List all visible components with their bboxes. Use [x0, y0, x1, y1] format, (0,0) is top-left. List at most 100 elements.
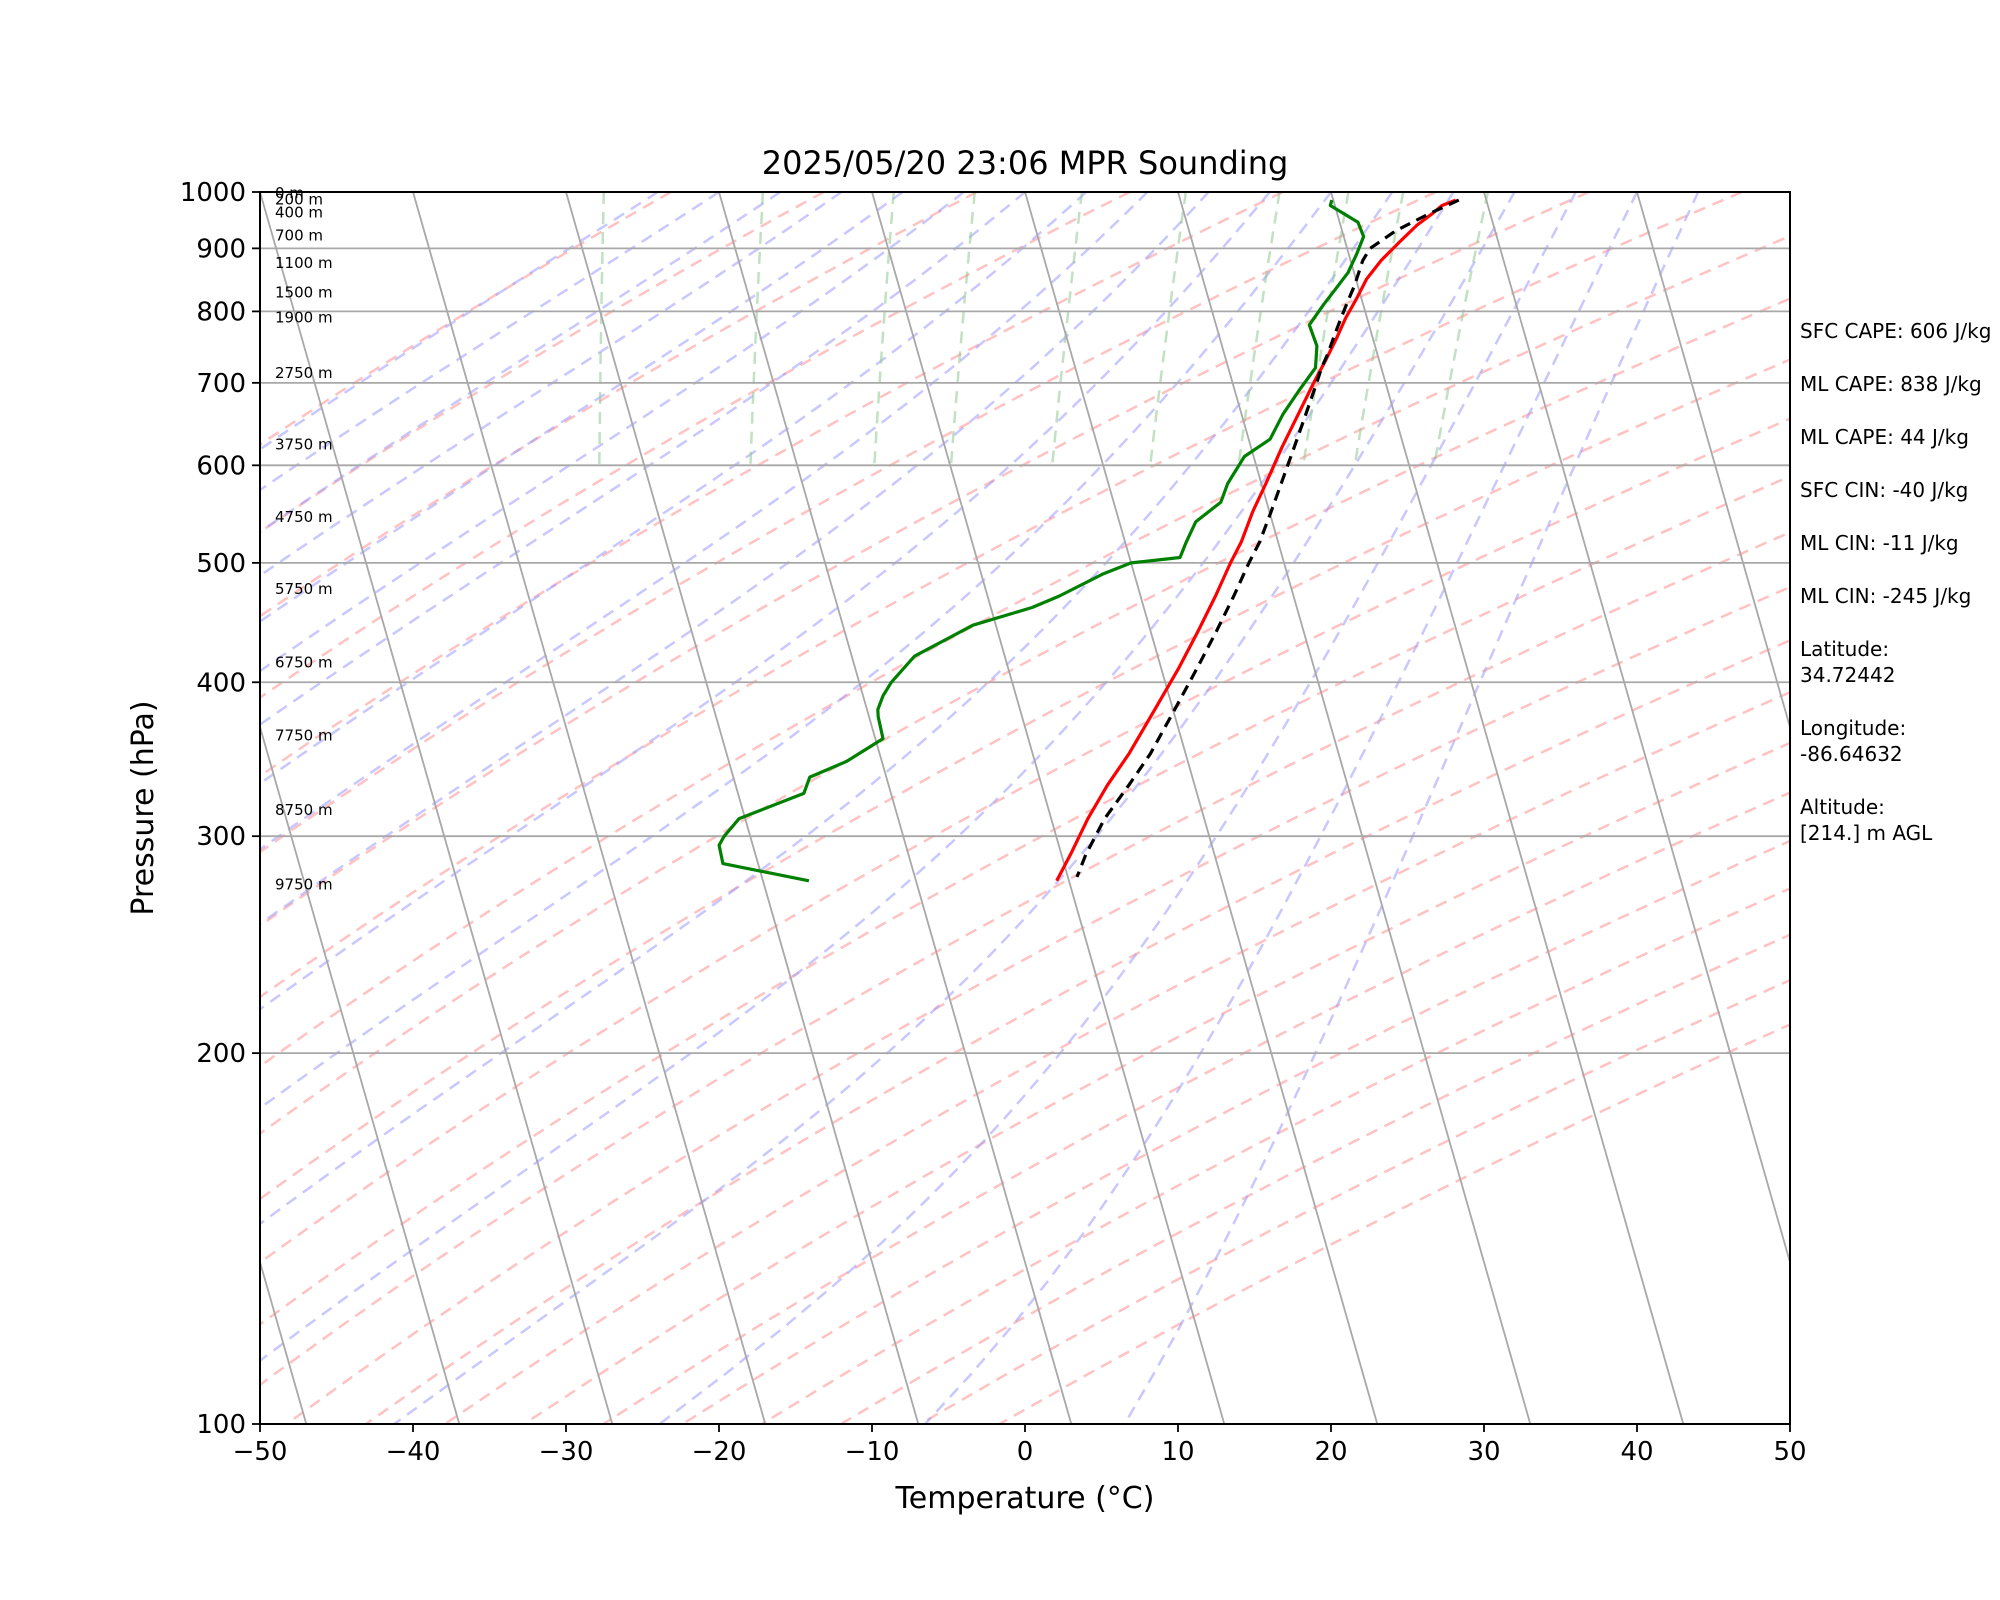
mixing-ratio-line: [749, 192, 765, 466]
x-tick-label: 0: [1017, 1437, 1034, 1467]
moist-adiabat: [260, 192, 904, 624]
moist-adiabat: [260, 192, 1333, 1110]
isotherm: [565, 192, 920, 1424]
height-label: 4750 m: [275, 508, 333, 526]
longitude-block: Longitude: -86.64632: [1800, 715, 2000, 767]
isotherm: [1177, 192, 1532, 1424]
sounding-stats-panel: SFC CAPE: 606 J/kg ML CAPE: 838 J/kg ML …: [1800, 318, 2000, 873]
dry-adiabat: [260, 192, 1743, 999]
stat-sfc-cin: SFC CIN: -40 J/kg: [1800, 478, 1969, 502]
y-tick-label: 900: [196, 234, 246, 264]
dry-adiabat: [260, 192, 1437, 854]
x-axis-ticks: −50 −40 −30 −20 −10 0 10 20 30 40 50: [233, 1424, 1807, 1467]
x-tick-label: −50: [233, 1437, 288, 1467]
dry-adiabat: [260, 192, 672, 447]
stat-ml-cin-2: ML CIN: -245 J/kg: [1800, 584, 1972, 608]
mixing-ratio-line: [1148, 192, 1188, 466]
height-label: 700 m: [275, 226, 323, 244]
moist-adiabat: [260, 192, 843, 578]
stat-ml-cape: ML CAPE: 838 J/kg: [1800, 372, 1982, 396]
height-label: 3750 m: [275, 435, 333, 453]
isotherm: [412, 192, 767, 1424]
y-axis-label: Pressure (hPa): [126, 700, 161, 915]
height-label: 1900 m: [275, 308, 333, 326]
temperature-profile: [1055, 198, 1457, 882]
height-label: 400 m: [275, 204, 323, 222]
height-label: 6750 m: [275, 654, 333, 672]
parcel-path: [1075, 198, 1460, 878]
y-tick-label: 200: [196, 1039, 246, 1069]
dry-adiabat: [260, 417, 1790, 1265]
latitude-block: Latitude: 34.72442: [1800, 636, 2000, 688]
dry-adiabat: [260, 531, 1790, 1387]
x-tick-label: 20: [1314, 1437, 1347, 1467]
dry-adiabat: [681, 839, 1790, 1424]
dry-adiabat: [260, 297, 1790, 1136]
moist-adiabat: [260, 192, 720, 492]
isobar-gridlines: [260, 191, 1790, 1425]
altitude-block: Altitude: [214.] m AGL: [1800, 794, 2000, 846]
height-label: 9750 m: [275, 876, 333, 894]
x-tick-label: −40: [386, 1437, 441, 1467]
isotherm: [1636, 192, 1790, 731]
height-label: 7750 m: [275, 727, 333, 745]
background-lines: [260, 192, 1790, 1424]
stat-ml-cape-2: ML CAPE: 44 J/kg: [1800, 425, 1969, 449]
isotherm: [260, 192, 614, 1424]
moist-adiabat: [260, 192, 1455, 1363]
plot-frame: [259, 191, 1791, 1425]
isotherm: [718, 192, 1073, 1424]
height-label: 200 m: [275, 191, 323, 209]
x-tick-label: 50: [1773, 1437, 1806, 1467]
stat-sfc-cape: SFC CAPE: 606 J/kg: [1800, 319, 1992, 343]
y-tick-label: 600: [196, 451, 246, 481]
moist-adiabat: [924, 192, 1639, 1424]
dry-adiabat: [602, 791, 1790, 1424]
x-tick-label: 30: [1467, 1437, 1500, 1467]
x-tick-label: 10: [1161, 1437, 1194, 1467]
y-tick-label: 300: [196, 822, 246, 852]
dry-adiabat: [260, 192, 1131, 700]
moist-adiabat: [260, 192, 781, 534]
isotherm: [1330, 192, 1685, 1424]
moist-adiabat: [1123, 192, 1700, 1424]
altitude-value: [214.] m AGL: [1800, 821, 1933, 845]
moist-adiabat: [260, 192, 1210, 926]
dry-adiabat: [260, 192, 825, 534]
x-tick-label: −30: [539, 1437, 594, 1467]
moist-adiabat: [260, 192, 1026, 727]
dry-adiabat: [365, 638, 1790, 1424]
height-label: 1500 m: [275, 283, 333, 301]
moist-adiabat: [260, 192, 659, 451]
moist-adiabat: [260, 192, 1394, 1226]
altitude-label: Altitude:: [1800, 795, 1885, 819]
dry-adiabat: [260, 474, 1790, 1326]
moist-adiabat: [393, 192, 1516, 1424]
y-tick-label: 400: [196, 668, 246, 698]
latitude-value: 34.72442: [1800, 663, 1896, 687]
height-label: 8750 m: [275, 801, 333, 819]
isotherm: [1024, 192, 1379, 1424]
moist-adiabat: [260, 192, 1271, 1011]
sounding-series: [717, 198, 1460, 883]
moist-adiabat: [260, 192, 965, 673]
dry-adiabat: [523, 741, 1790, 1424]
stat-ml-cin: ML CIN: -11 J/kg: [1800, 531, 1959, 555]
y-tick-label: 700: [196, 369, 246, 399]
isotherm: [1483, 192, 1790, 1266]
height-label: 2750 m: [275, 364, 333, 382]
mixing-ratio-line: [1432, 192, 1490, 466]
moist-adiabat: [260, 192, 1149, 851]
longitude-value: -86.64632: [1800, 742, 1903, 766]
latitude-label: Latitude:: [1800, 637, 1890, 661]
isotherm: [260, 723, 461, 1424]
y-tick-label: 100: [196, 1410, 246, 1440]
height-label: 0 m: [275, 184, 304, 202]
x-axis-label: Temperature (°C): [895, 1481, 1155, 1516]
isotherm: [871, 192, 1226, 1424]
dry-adiabat: [260, 234, 1790, 1068]
dewpoint-profile: [717, 199, 1366, 883]
y-tick-label: 500: [196, 549, 246, 579]
